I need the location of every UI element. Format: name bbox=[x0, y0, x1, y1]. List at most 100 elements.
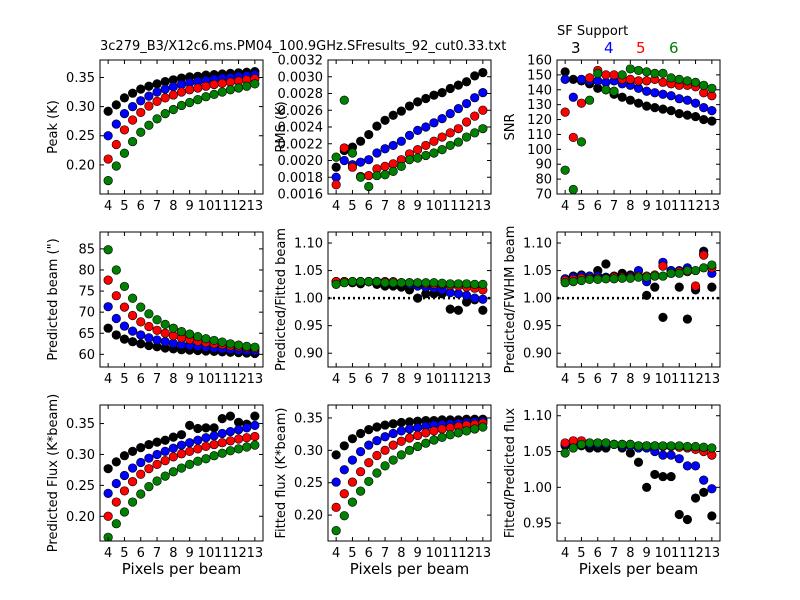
point-series-6 bbox=[666, 441, 676, 451]
point-series-4 bbox=[666, 450, 676, 460]
y-tick-label: 100 bbox=[527, 143, 552, 158]
point-series-4 bbox=[356, 157, 366, 167]
y-tick-label: 0.25 bbox=[66, 479, 95, 494]
point-series-4 bbox=[119, 321, 130, 331]
point-series-5 bbox=[364, 458, 374, 468]
y-tick-label: 0.25 bbox=[66, 129, 95, 144]
y-tick-label: 0.0016 bbox=[278, 188, 324, 203]
x-tick-label: 9 bbox=[643, 546, 651, 561]
point-series-6 bbox=[650, 441, 660, 451]
point-series-4 bbox=[103, 488, 113, 499]
point-series-3 bbox=[128, 446, 138, 456]
point-series-5 bbox=[642, 76, 652, 86]
point-series-4 bbox=[111, 119, 121, 129]
point-series-4 bbox=[225, 426, 235, 437]
point-series-3 bbox=[682, 110, 693, 120]
point-series-5 bbox=[209, 439, 219, 450]
point-series-6 bbox=[185, 459, 195, 469]
point-series-6 bbox=[453, 428, 464, 438]
point-series-6 bbox=[429, 278, 439, 288]
point-series-5 bbox=[339, 489, 349, 499]
y-tick-label: 1.10 bbox=[523, 237, 552, 252]
point-series-6 bbox=[364, 476, 374, 487]
point-series-3 bbox=[103, 106, 113, 116]
point-series-6 bbox=[339, 278, 349, 288]
panel-9: 4 5 6 7 8 9 10 11 12 13 0.95 1.00 1.05 1.10 Fitted/Pre… bbox=[503, 404, 721, 578]
point-series-4 bbox=[404, 130, 415, 140]
x-tick-label: 12 bbox=[687, 372, 704, 387]
point-series-6 bbox=[152, 114, 162, 124]
point-series-6 bbox=[233, 444, 244, 454]
y-tick-label: 0.20 bbox=[66, 510, 95, 525]
point-series-4 bbox=[674, 454, 684, 464]
point-series-6 bbox=[396, 161, 406, 171]
x-tick-label: 9 bbox=[643, 372, 651, 387]
point-series-6 bbox=[609, 274, 619, 284]
point-series-4 bbox=[144, 453, 154, 463]
point-series-4 bbox=[453, 289, 464, 299]
point-series-6 bbox=[576, 137, 587, 147]
point-series-6 bbox=[404, 155, 415, 165]
x-tick-label: 9 bbox=[414, 546, 422, 561]
point-series-4 bbox=[168, 443, 178, 453]
point-series-3 bbox=[413, 293, 423, 303]
point-series-6 bbox=[666, 73, 676, 83]
point-series-4 bbox=[707, 106, 717, 116]
point-series-6 bbox=[136, 127, 146, 137]
x-axis-label: Pixels per beam bbox=[350, 560, 470, 578]
y-tick-label: 160 bbox=[527, 54, 552, 69]
panel-4: 4 5 6 7 8 9 10 11 12 13 60 65 70 75 80 85 Predicted beam… bbox=[46, 231, 264, 387]
x-tick-label: 6 bbox=[594, 546, 602, 561]
point-series-6 bbox=[201, 334, 211, 344]
point-series-6 bbox=[160, 108, 170, 119]
point-series-5 bbox=[168, 452, 178, 462]
point-series-6 bbox=[560, 165, 570, 175]
point-series-5 bbox=[160, 93, 170, 103]
point-series-6 bbox=[103, 176, 113, 186]
y-tick-label: 70 bbox=[535, 188, 552, 203]
point-series-6 bbox=[690, 265, 701, 276]
point-series-5 bbox=[429, 136, 439, 146]
point-series-5 bbox=[111, 139, 121, 150]
x-tick-label: 6 bbox=[137, 199, 145, 214]
x-tick-label: 10 bbox=[655, 546, 672, 561]
y-tick-label: 0.0018 bbox=[278, 171, 324, 186]
point-series-6 bbox=[470, 279, 480, 289]
point-series-3 bbox=[128, 88, 138, 98]
point-series-5 bbox=[176, 449, 187, 459]
x-tick-label: 10 bbox=[426, 199, 443, 214]
point-series-5 bbox=[658, 261, 668, 271]
point-series-3 bbox=[650, 469, 660, 480]
point-series-4 bbox=[111, 313, 121, 324]
point-series-4 bbox=[429, 118, 439, 128]
panel-8: 4 5 6 7 8 9 10 11 12 13 0.20 0.25 0.30 0.35 Fitted flu… bbox=[274, 404, 492, 578]
y-tick-label: 90 bbox=[535, 158, 552, 173]
point-series-3 bbox=[699, 487, 709, 497]
point-series-5 bbox=[388, 440, 398, 450]
point-series-6 bbox=[250, 440, 260, 450]
point-series-3 bbox=[111, 330, 121, 340]
point-series-3 bbox=[364, 129, 374, 140]
y-tick-label: 1.00 bbox=[294, 292, 323, 307]
point-series-3 bbox=[119, 334, 130, 344]
point-series-6 bbox=[674, 441, 684, 451]
point-series-6 bbox=[111, 265, 121, 275]
x-tick-label: 4 bbox=[561, 199, 569, 214]
point-series-5 bbox=[144, 101, 154, 111]
point-series-3 bbox=[650, 282, 660, 292]
x-tick-label: 11 bbox=[442, 199, 459, 214]
y-tick-label: 70 bbox=[78, 306, 95, 321]
point-series-3 bbox=[225, 411, 235, 421]
x-tick-label: 12 bbox=[458, 372, 475, 387]
y-tick-label: 0.95 bbox=[523, 517, 552, 532]
legend-entry-3: 3 bbox=[571, 39, 581, 57]
point-series-3 bbox=[388, 110, 398, 120]
point-series-6 bbox=[584, 438, 595, 448]
point-series-6 bbox=[331, 526, 341, 536]
y-tick-label: 80 bbox=[78, 263, 95, 278]
point-series-5 bbox=[168, 90, 178, 100]
point-series-3 bbox=[380, 420, 390, 430]
y-tick-label: 0.0030 bbox=[278, 70, 324, 85]
x-tick-label: 13 bbox=[247, 372, 264, 387]
point-series-4 bbox=[380, 432, 390, 442]
